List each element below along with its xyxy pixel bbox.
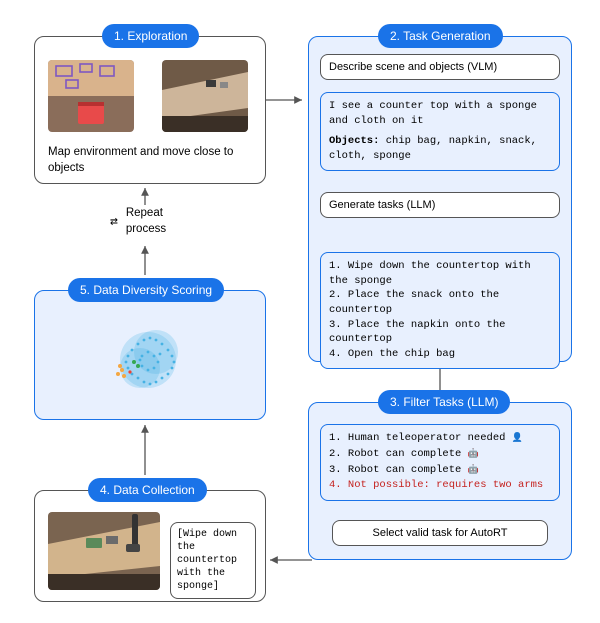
robot-icon: 🤖 (468, 465, 479, 475)
step5-scatter-plot (98, 312, 206, 408)
step2-badge: 2. Task Generation (378, 24, 503, 48)
step3-filter-list: 1. Human teleoperator needed 👤 2. Robot … (320, 424, 560, 501)
step2-task-list: 1. Wipe down the countertop with the spo… (320, 252, 560, 369)
robot-icon: 🤖 (468, 449, 479, 459)
step3-select-box: Select valid task for AutoRT (332, 520, 548, 546)
step2-vlm-output: I see a counter top with a sponge and cl… (320, 92, 560, 171)
repeat-process-label: ⇄ Repeat process (110, 206, 186, 237)
step4-task-bubble: [Wipe down the countertop with the spong… (170, 522, 256, 599)
step4-badge: 4. Data Collection (88, 478, 207, 502)
step2-describe-box: Describe scene and objects (VLM) (320, 54, 560, 80)
step2-generate-box: Generate tasks (LLM) (320, 192, 560, 218)
person-icon: 👤 (512, 433, 523, 443)
step1-badge: 1. Exploration (102, 24, 199, 48)
repeat-icon: ⇄ (110, 215, 118, 228)
step1-image-2 (162, 60, 248, 132)
step3-badge: 3. Filter Tasks (LLM) (378, 390, 510, 414)
step1-caption: Map environment and move close to object… (48, 145, 254, 176)
step1-image-1 (48, 60, 134, 132)
step4-image (48, 512, 160, 590)
step5-badge: 5. Data Diversity Scoring (68, 278, 224, 302)
